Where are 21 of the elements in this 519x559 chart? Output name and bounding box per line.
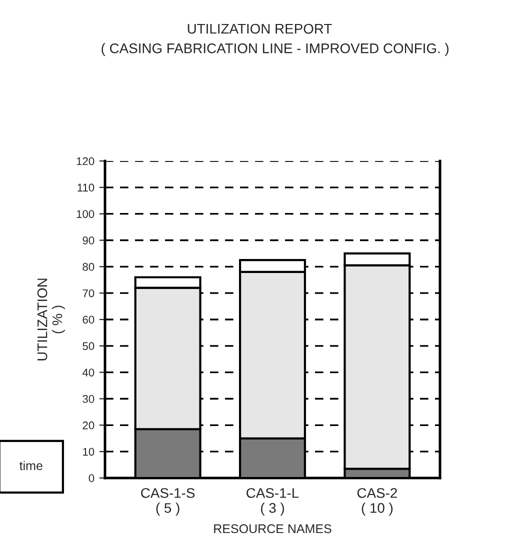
y-tick-label: 110 [78, 184, 94, 192]
x-axis-title: RESOURCE NAMES [214, 524, 332, 534]
y-tick-label: 20 [82, 421, 94, 430]
y-tick-label: 50 [82, 342, 94, 350]
x-tick-label: CAS-1-L ( 3 ) [246, 488, 299, 516]
y-tick-label: 30 [82, 395, 94, 403]
y-axis-title: UTILIZATION ( % ) [37, 278, 65, 360]
y-tick-label: 60 [82, 316, 94, 324]
y-tick-label: 0 [88, 474, 94, 482]
y-tick-label: 40 [82, 368, 94, 376]
x-tick-label: CAS-1-S ( 5 ) [141, 488, 195, 516]
y-tick-label: 70 [82, 289, 94, 298]
y-tick-label: 80 [82, 262, 94, 271]
x-tick-label: CAS-2 ( 10 ) [357, 488, 397, 516]
y-tick-label: 90 [82, 236, 94, 244]
chart-title: UTILIZATION REPORT [188, 24, 332, 34]
chart-subtitle: ( CASING FABRICATION LINE - IMPROVED CONFIG. ) [102, 43, 448, 56]
y-tick-label: 120 [76, 157, 94, 166]
text: time [20, 460, 42, 470]
y-tick-label: 100 [76, 210, 94, 218]
y-tick-label: 10 [83, 448, 94, 456]
